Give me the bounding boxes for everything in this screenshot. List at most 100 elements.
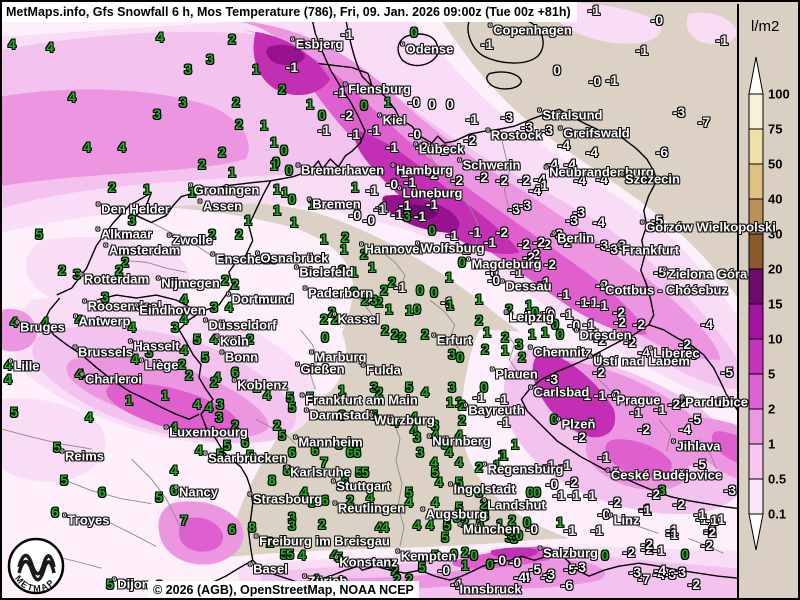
temp-value: 4 — [298, 547, 306, 563]
temp-value: 1 — [385, 301, 393, 317]
legend-tick-label: 75 — [768, 121, 783, 137]
copyright-text: © 2026 (AGB), OpenStreetMap, NOAA NCEP — [148, 581, 419, 598]
temp-value: 1 — [511, 436, 519, 452]
temp-value: 4 — [193, 396, 201, 412]
temp-value: -1 — [333, 84, 347, 100]
temp-value: 4 — [213, 369, 221, 385]
temp-value: 0 — [553, 62, 561, 78]
temp-value: -0 — [487, 272, 501, 288]
temp-value: 1 — [405, 302, 413, 318]
legend-tick-label: 10 — [768, 331, 783, 347]
temp-value: -3 — [518, 197, 532, 213]
temp-value: -1 — [497, 414, 511, 430]
logo-circle — [7, 537, 65, 595]
temp-value: 2 — [253, 379, 261, 395]
temp-value: 2 — [331, 311, 339, 327]
temp-value: -1 — [705, 512, 719, 528]
temp-value: -4 — [517, 569, 531, 585]
temp-value: -1 — [629, 404, 643, 420]
temp-value: -0 — [493, 552, 507, 568]
country-borders — [43, 2, 739, 597]
temp-value: -0 — [525, 521, 539, 537]
temp-value: 1 — [493, 457, 501, 473]
temp-value: 0 — [523, 514, 531, 530]
temp-value: 0 — [480, 379, 488, 395]
temp-value: 2 — [508, 512, 516, 528]
temp-value: 3 — [448, 379, 456, 395]
temp-value: 0 — [288, 191, 296, 207]
temp-value: 3 — [206, 51, 214, 67]
temp-value: 4 — [8, 36, 16, 52]
temp-value: -3 — [500, 109, 514, 125]
temp-value: -1 — [480, 36, 494, 52]
temp-value: 4 — [431, 494, 439, 510]
temp-value: -1 — [593, 387, 607, 403]
temp-value: -2 — [687, 576, 701, 592]
temp-value: -1 — [413, 208, 427, 224]
legend-tick-label: 30 — [768, 226, 783, 242]
temp-value: -3 — [545, 371, 559, 387]
temp-value: 2 — [121, 254, 129, 270]
temp-value: -1 — [563, 522, 577, 538]
temp-value: 2 — [273, 417, 281, 433]
temp-value: 4 — [435, 474, 443, 490]
temp-value: 4 — [10, 314, 18, 330]
temp-value: 3 — [416, 444, 424, 460]
temp-value: 2 — [461, 544, 469, 560]
temp-value: 2 — [475, 459, 483, 475]
temp-value: 5 — [53, 439, 61, 455]
temp-value: 4 — [205, 399, 213, 415]
temp-value: 0 — [416, 282, 424, 298]
temp-value: 4 — [410, 409, 418, 425]
temp-value: 4 — [4, 357, 12, 373]
temp-value: -4 — [528, 182, 542, 198]
temp-value: -1 — [542, 457, 556, 473]
temp-value: 1 — [306, 96, 314, 112]
temp-value: 3 — [338, 407, 346, 423]
temp-value: 6 — [311, 442, 319, 458]
temp-value: 4 — [391, 414, 399, 430]
temp-value: 5 — [308, 494, 316, 510]
temp-value: -3 — [672, 104, 686, 120]
temp-value: 1 — [541, 324, 549, 340]
temp-value: -1 — [635, 42, 649, 58]
temp-value: 2 — [198, 156, 206, 172]
temp-value: 6 — [353, 444, 361, 460]
temp-value: -5 — [528, 561, 542, 577]
logo-wave-icon — [17, 553, 56, 576]
temp-value: -0 — [437, 562, 451, 578]
temp-value: 5 — [246, 447, 254, 463]
temp-value: 3 — [448, 346, 456, 362]
temp-value: 5 — [361, 464, 369, 480]
temp-value: -3 — [520, 119, 534, 135]
temp-value: 0 — [533, 484, 541, 500]
temp-value: -3 — [573, 559, 587, 575]
temp-value: 8 — [283, 462, 291, 478]
temp-value: 4 — [128, 319, 136, 335]
temp-value: 2 — [361, 292, 369, 308]
temp-value: -3 — [723, 482, 737, 498]
temp-value: -1 — [712, 511, 726, 527]
temp-value: 2 — [405, 571, 413, 587]
temp-value: 0 — [486, 556, 494, 572]
temp-value: 4 — [455, 427, 463, 443]
temp-value: 4 — [85, 409, 93, 425]
temp-value: -0 — [540, 304, 554, 320]
temp-value: 2 — [210, 374, 218, 390]
temp-value: 2 — [338, 262, 346, 278]
temp-value: 6 — [170, 482, 178, 498]
temp-value: 4 — [375, 519, 383, 535]
temp-value: 0 — [446, 96, 454, 112]
temp-value: -2 — [640, 536, 654, 552]
temp-value: 2 — [393, 571, 401, 587]
temp-value: -2 — [647, 486, 661, 502]
temp-value: -1 — [567, 487, 581, 503]
temp-value: 3 — [370, 379, 378, 395]
temp-value: 0 — [428, 222, 436, 238]
temp-value: -5 — [650, 212, 664, 228]
temp-value: 1 — [273, 181, 281, 197]
temp-value: 5 — [280, 546, 288, 562]
temp-value: 3 — [370, 292, 378, 308]
temp-value: 5 — [223, 437, 231, 453]
